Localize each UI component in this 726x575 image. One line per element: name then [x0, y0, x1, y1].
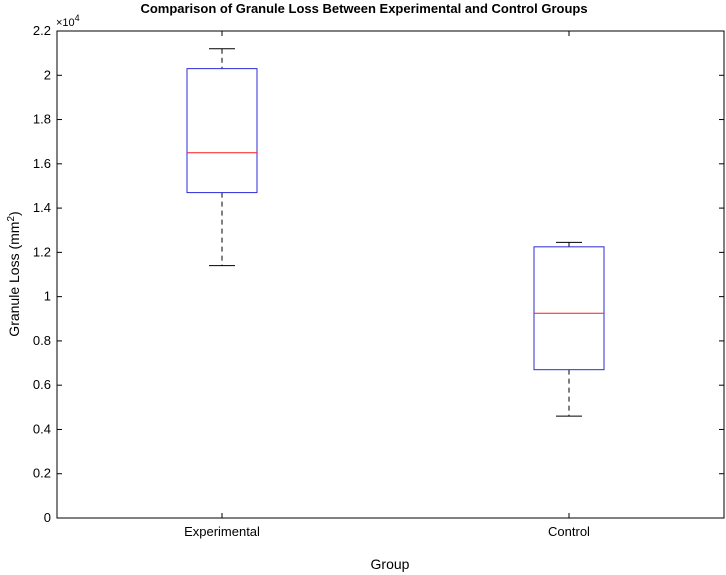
y-tick-label: 0.8: [33, 333, 51, 348]
y-tick-label: 2.2: [33, 23, 51, 38]
box-series: [186, 48, 605, 417]
y-tick-label: 0.4: [33, 421, 51, 436]
x-axis-label: Group: [371, 556, 410, 572]
y-axis-multiplier-exponent: 4: [75, 13, 80, 23]
chart-title: Comparison of Granule Loss Between Exper…: [140, 1, 587, 16]
y-tick-label: 2: [44, 67, 51, 82]
y-tick-label: 1.8: [33, 112, 51, 127]
y-axis-label-main: Granule Loss (mm: [6, 222, 22, 337]
y-tick-label: 0.2: [33, 466, 51, 481]
box-experimental: [186, 48, 258, 267]
y-axis-multiplier-base: ×10: [56, 17, 75, 29]
y-axis-label: Granule Loss (mm2): [6, 211, 22, 336]
x-tick-label: Experimental: [184, 524, 260, 539]
y-tick-label: 1: [44, 289, 51, 304]
y-axis-ticks: 0 0.2 0.4 0.6 0.8 1 1.2 1.4 1.6 1.8 2 2.2: [33, 23, 724, 525]
y-tick-label: 1.4: [33, 200, 51, 215]
iqr-box: [186, 68, 258, 194]
y-axis-multiplier: ×104: [56, 13, 80, 29]
x-axis-ticks: Experimental Control: [184, 31, 590, 539]
iqr-box: [533, 246, 605, 371]
y-tick-label: 1.2: [33, 244, 51, 259]
plot-area: [56, 30, 725, 519]
y-axis-label-superscript: 2: [6, 216, 17, 222]
y-axis-label-suffix: ): [6, 211, 22, 216]
y-tick-label: 1.6: [33, 156, 51, 171]
y-tick-label: 0.6: [33, 377, 51, 392]
x-tick-label: Control: [548, 524, 590, 539]
y-tick-label: 0: [44, 510, 51, 525]
box-control: [533, 241, 605, 417]
